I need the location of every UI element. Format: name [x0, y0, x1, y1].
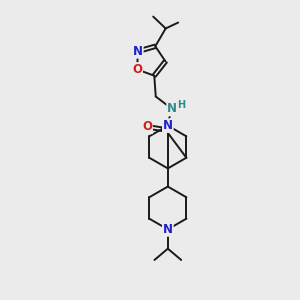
Text: N: N [133, 45, 143, 58]
Text: H: H [177, 100, 185, 110]
Text: N: N [163, 119, 173, 132]
Text: N: N [163, 223, 173, 236]
Text: N: N [167, 103, 177, 116]
Text: O: O [142, 120, 152, 133]
Text: O: O [132, 63, 142, 76]
